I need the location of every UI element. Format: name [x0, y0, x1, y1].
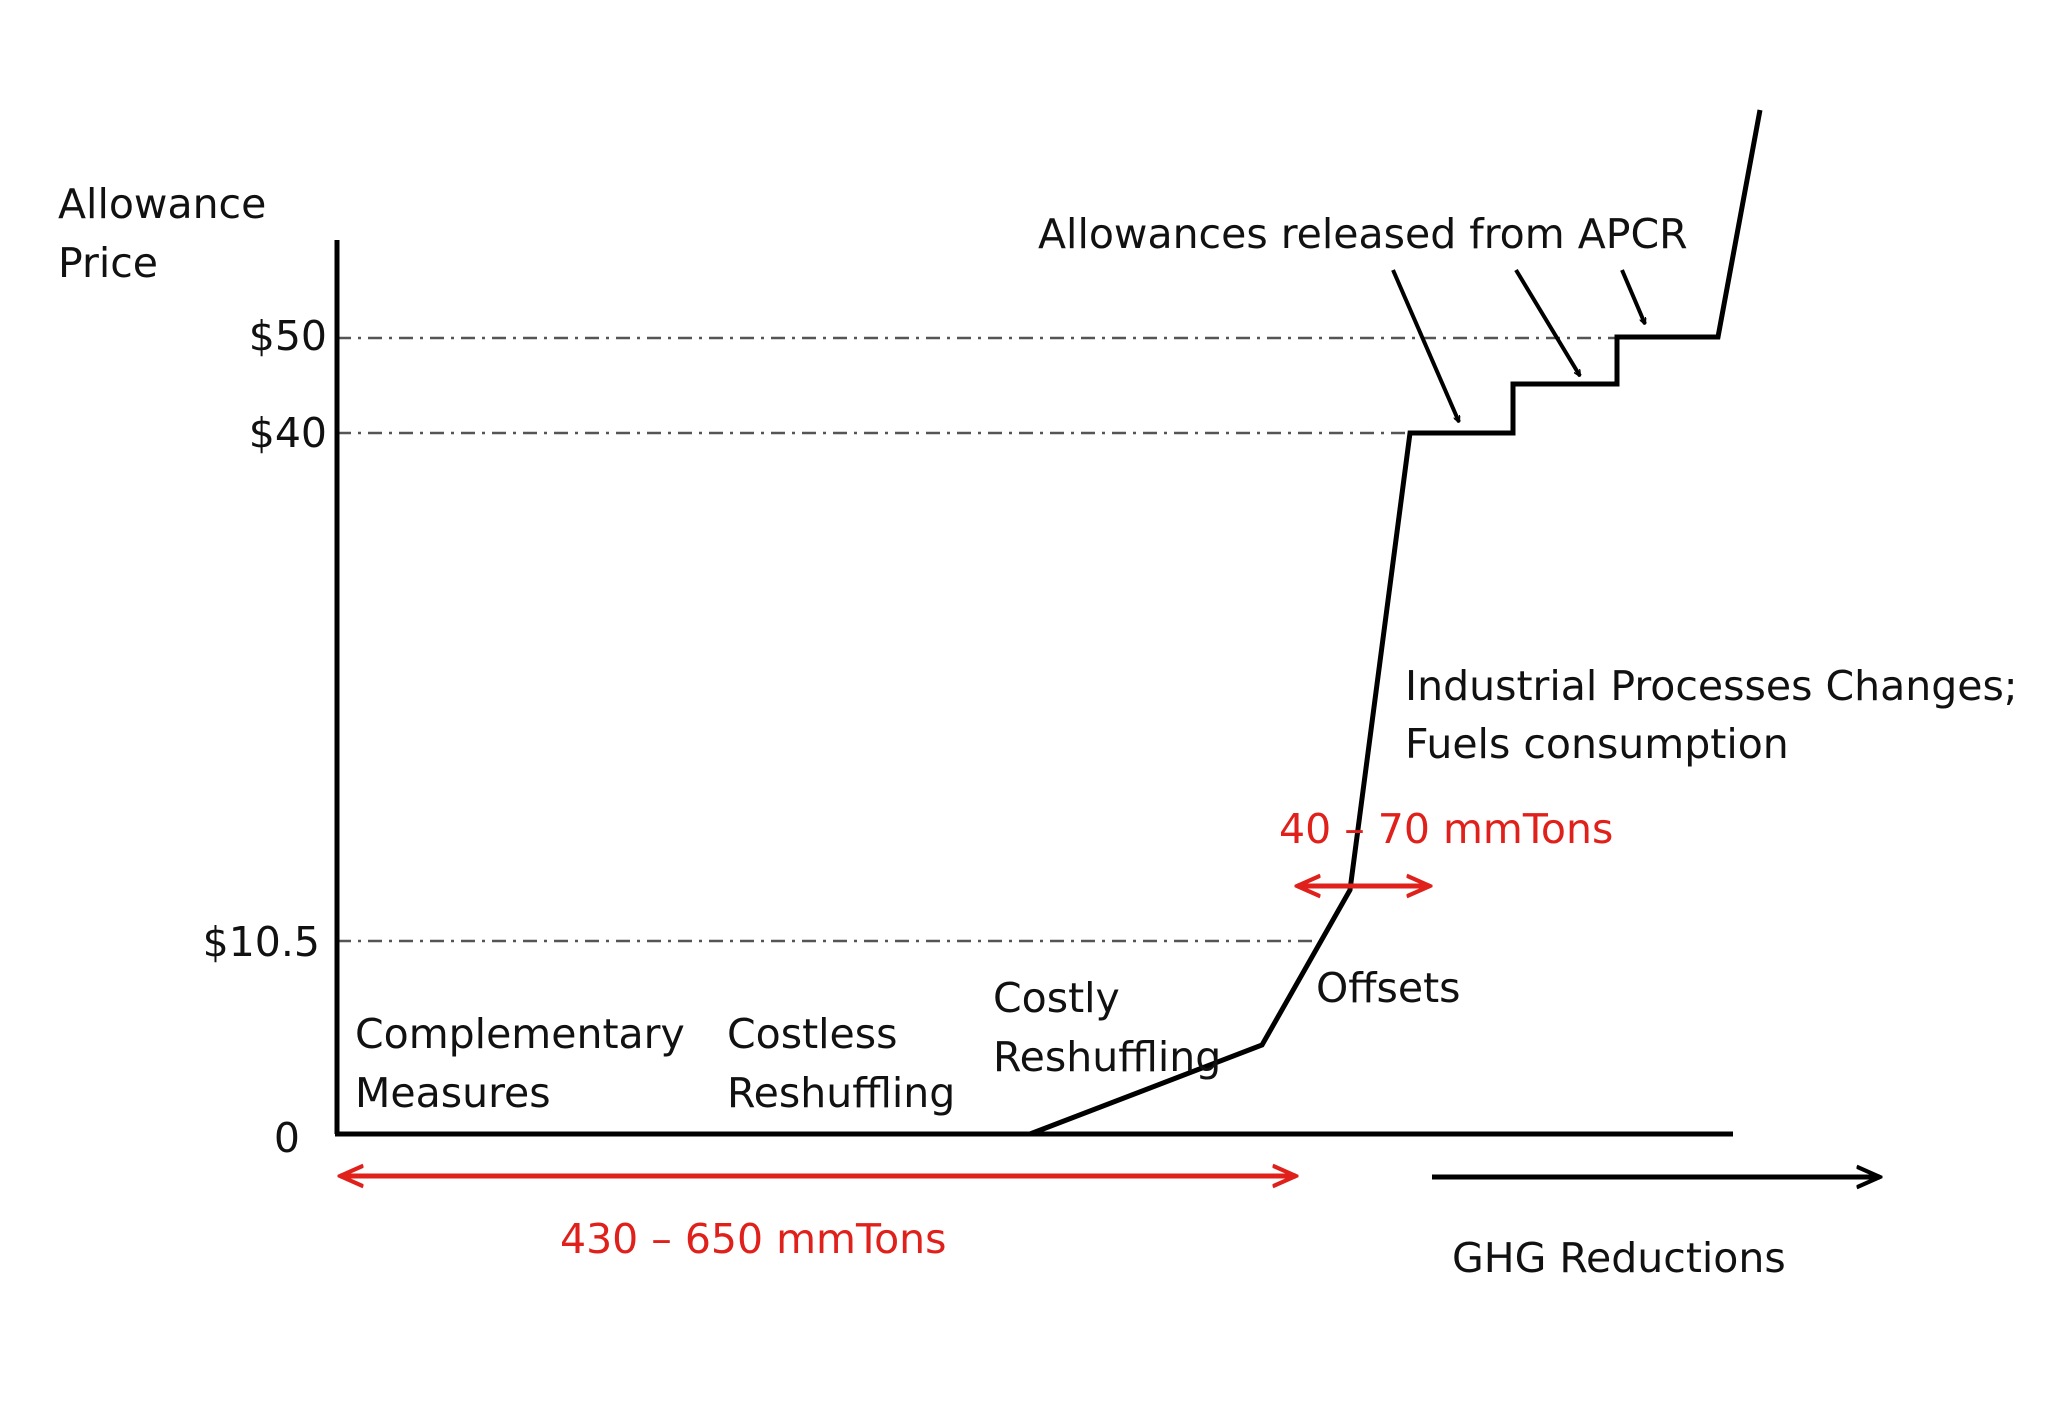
costless-reshuffling-label-1: Costless	[727, 1010, 898, 1058]
apcr-pointer-arrow-3	[1620, 269, 1647, 324]
costly-reshuffling-label-2: Reshuffling	[993, 1033, 1221, 1081]
supply-curve	[1029, 109, 1763, 1137]
offsets-label: Offsets	[1316, 964, 1461, 1012]
industrial-processes-label-1: Industrial Processes Changes;	[1405, 662, 2018, 710]
price-tick-10-5: $10.5	[203, 918, 320, 966]
industrial-processes-label-2: Fuels consumption	[1405, 720, 1789, 768]
price-tick-40: $40	[249, 409, 327, 457]
apcr-pointer-arrow-1	[1391, 269, 1461, 422]
apcr-pointer-arrow-2	[1514, 268, 1582, 376]
y-axis-label-line-2: Price	[58, 239, 158, 287]
price-tick-50: $50	[249, 312, 327, 360]
costly-reshuffling-label-1: Costly	[993, 974, 1120, 1022]
x-axis-label: GHG Reductions	[1452, 1234, 1786, 1282]
offsets-range-label: 40 – 70 mmTons	[1279, 805, 1613, 853]
complementary-measures-label-2: Measures	[355, 1069, 551, 1117]
lower-range-label: 430 – 650 mmTons	[560, 1215, 947, 1263]
price-tick-zero: 0	[274, 1114, 300, 1162]
complementary-measures-label-1: Complementary	[355, 1010, 685, 1058]
apcr-label: Allowances released from APCR	[1038, 210, 1688, 258]
costless-reshuffling-label-2: Reshuffling	[727, 1069, 955, 1117]
y-axis-label-line-1: Allowance	[58, 180, 266, 228]
